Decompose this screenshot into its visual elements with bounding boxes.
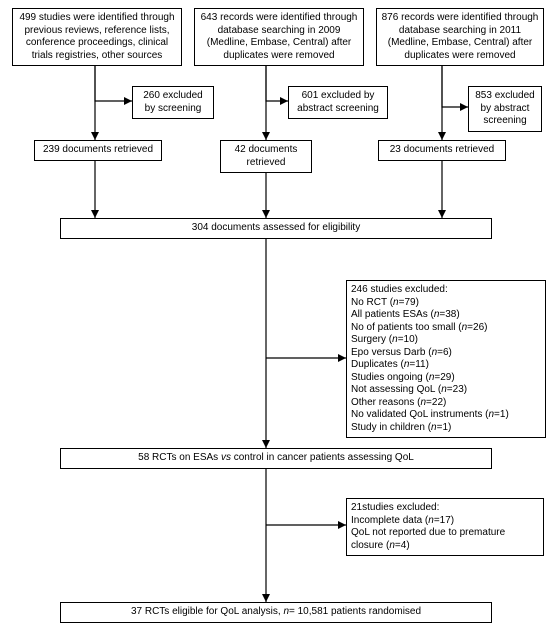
box-excluded-screening-b: 601 excluded by abstract screening [288, 86, 388, 119]
text-post: = 10,581 patients randomised [289, 606, 421, 617]
excl21-title: 21studies excluded: [351, 502, 539, 515]
text: 499 studies were identified through prev… [19, 12, 174, 61]
box-retrieved-a: 239 documents retrieved [34, 140, 162, 161]
text: 23 documents retrieved [390, 144, 495, 155]
box-final-37-rcts: 37 RCTs eligible for QoL analysis, n= 10… [60, 602, 492, 623]
text-pre: 58 RCTs on ESAs [138, 452, 221, 463]
box-source-2011: 876 records were identified through data… [376, 8, 544, 66]
text: 239 documents retrieved [43, 144, 153, 155]
box-excluded-screening-c: 853 excluded by abstract screening [468, 86, 542, 132]
text-post: control in cancer patients assessing QoL [231, 452, 414, 463]
excl246-title: 246 studies excluded: [351, 284, 541, 297]
excl246-line: Not assessing QoL (n=23) [351, 384, 541, 397]
flowchart-canvas: 499 studies were identified through prev… [0, 0, 553, 633]
excl246-line: Studies ongoing (n=29) [351, 372, 541, 385]
excl246-line: No of patients too small (n=26) [351, 322, 541, 335]
text-vs: vs [221, 452, 231, 463]
box-retrieved-b: 42 documents retrieved [220, 140, 312, 173]
excl246-line: Other reasons (n=22) [351, 397, 541, 410]
excl246-line: Study in children (n=1) [351, 422, 541, 435]
excl246-line: Duplicates (n=11) [351, 359, 541, 372]
text: 643 records were identified through data… [201, 12, 358, 61]
box-assessed-eligibility: 304 documents assessed for eligibility [60, 218, 492, 239]
text: 42 documents retrieved [235, 144, 298, 168]
text: 853 excluded by abstract screening [475, 90, 535, 126]
excl246-line: No validated QoL instruments (n=1) [351, 409, 541, 422]
excl246-line: No RCT (n=79) [351, 297, 541, 310]
excl246-line: Surgery (n=10) [351, 334, 541, 347]
text: 304 documents assessed for eligibility [192, 222, 360, 233]
box-excluded-21: 21studies excluded:Incomplete data (n=17… [346, 498, 544, 556]
text: 260 excluded by screening [143, 90, 203, 114]
box-retrieved-c: 23 documents retrieved [378, 140, 506, 161]
box-excluded-screening-a: 260 excluded by screening [132, 86, 214, 119]
excl246-line: Epo versus Darb (n=6) [351, 347, 541, 360]
excl246-line: All patients ESAs (n=38) [351, 309, 541, 322]
excl21-line2: QoL not reported due to premature closur… [351, 527, 539, 552]
text: 876 records were identified through data… [382, 12, 539, 61]
excl21-line1: Incomplete data (n=17) [351, 515, 539, 528]
box-source-2009: 643 records were identified through data… [194, 8, 364, 66]
text: 601 excluded by abstract screening [297, 90, 379, 114]
box-excluded-246: 246 studies excluded:No RCT (n=79)All pa… [346, 280, 546, 438]
box-58-rcts: 58 RCTs on ESAs vs control in cancer pat… [60, 448, 492, 469]
text-pre: 37 RCTs eligible for QoL analysis, [131, 606, 283, 617]
box-source-prev-reviews: 499 studies were identified through prev… [12, 8, 182, 66]
